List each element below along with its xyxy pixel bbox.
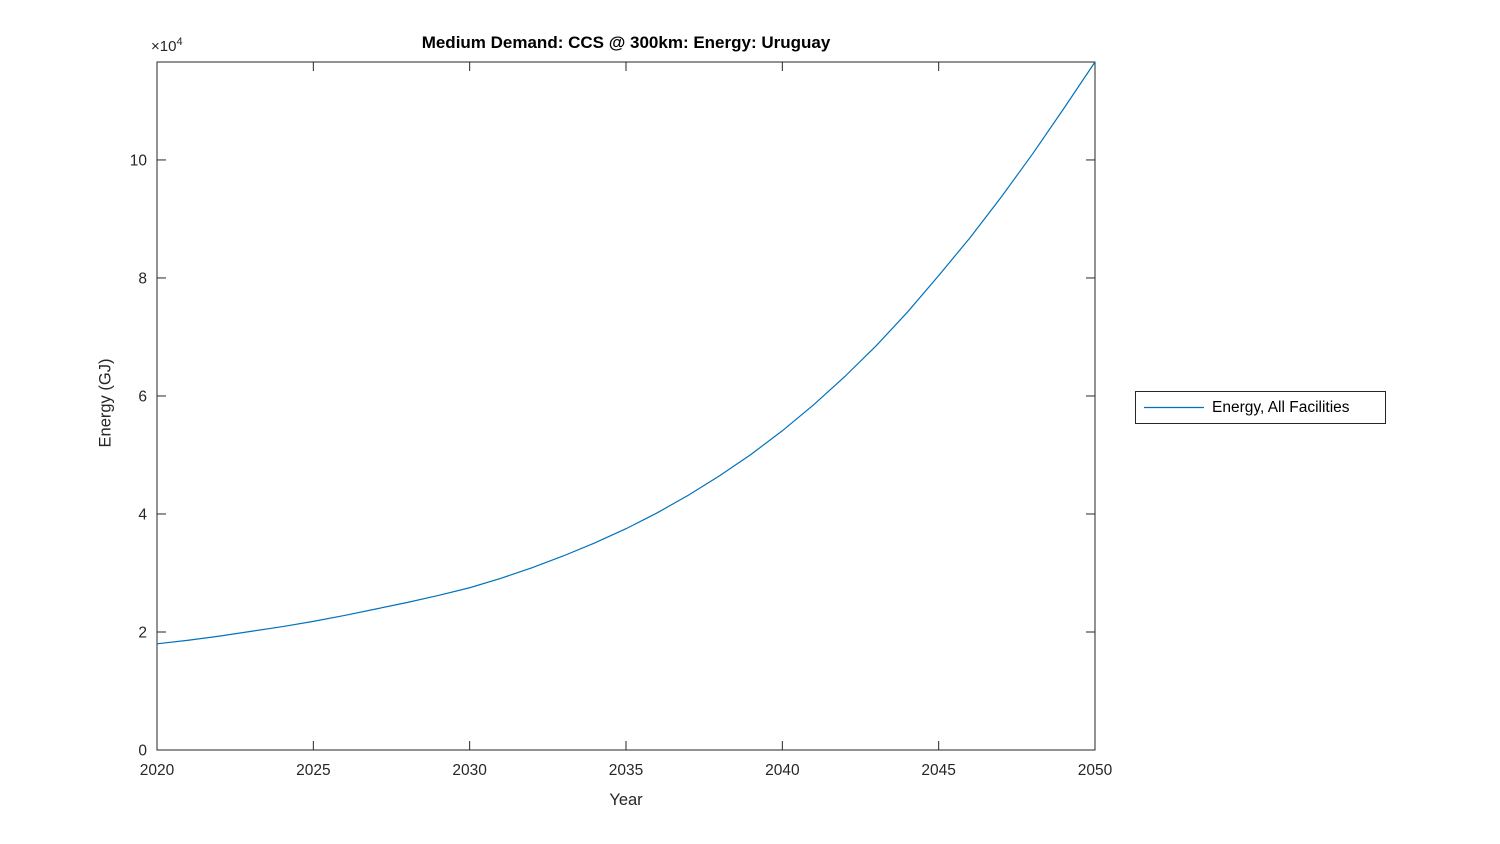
x-tick-label: 2045 [921, 762, 955, 779]
y-tick-label: 8 [138, 270, 147, 287]
x-tick-label: 2025 [296, 762, 330, 779]
y-axis-exponent-power: 4 [176, 36, 183, 48]
data-line-energy-all-facilities [156, 61, 1096, 645]
x-tick-label: 2050 [1078, 762, 1113, 779]
legend-line-sample [1144, 406, 1204, 409]
legend-label: Energy, All Facilities [1212, 398, 1350, 416]
x-tick-label: 2020 [140, 762, 175, 779]
x-tick-label: 2030 [452, 762, 487, 779]
axes-box [156, 61, 1096, 751]
x-tick-label: 2035 [609, 762, 643, 779]
x-tick-label: 2040 [765, 762, 800, 779]
x-axis-label: Year [609, 791, 643, 809]
y-tick-label: 2 [138, 624, 147, 641]
legend: Energy, All Facilities [1135, 391, 1386, 424]
y-tick-label: 0 [138, 743, 147, 760]
y-axis-exponent-label: ×104 [151, 36, 183, 55]
y-tick-label: 4 [138, 506, 147, 523]
y-tick-label: 6 [138, 388, 147, 405]
y-tick-label: 10 [130, 152, 148, 169]
y-axis-exponent-base: ×10 [151, 38, 177, 55]
chart-title: Medium Demand: CCS @ 300km: Energy: Urug… [421, 33, 831, 52]
